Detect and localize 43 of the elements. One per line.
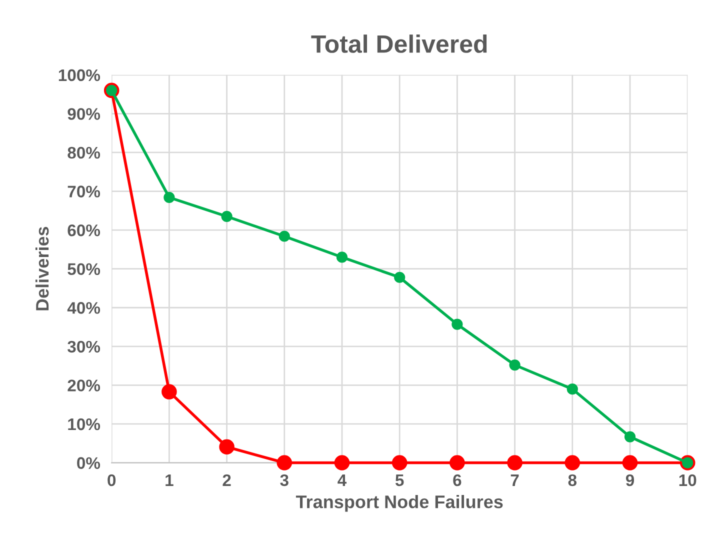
point [334, 455, 350, 470]
y-tick-label: 80% [68, 146, 100, 159]
point [164, 192, 175, 204]
x-tick-label: 8 [568, 474, 577, 486]
x-tick-label: 1 [166, 474, 174, 486]
y-tick-label: 20% [68, 380, 100, 392]
x-tick-label: 10 [679, 474, 696, 486]
x-axis-title: Transport Node Failures [296, 494, 503, 512]
y-tick-label: 100% [58, 69, 100, 82]
point [219, 439, 234, 455]
y-tick-label: 10% [68, 418, 100, 430]
y-tick-label: 0% [77, 457, 100, 469]
point [336, 252, 348, 263]
point [452, 318, 463, 330]
y-tick-label: 30% [68, 340, 100, 353]
point [507, 455, 522, 470]
point [624, 431, 636, 442]
point [276, 455, 292, 470]
y-tick-label: 70% [68, 186, 100, 198]
point [509, 359, 520, 371]
chart-title: Total Delivered [311, 34, 487, 53]
y-tick-label: 50% [68, 263, 100, 276]
x-tick-label: 9 [626, 474, 634, 486]
point [162, 384, 177, 400]
x-tick-label: 7 [510, 474, 519, 486]
point [394, 272, 406, 283]
x-tick-label: 5 [395, 474, 404, 486]
point [564, 455, 580, 470]
point [278, 230, 290, 242]
x-tick-label: 2 [222, 474, 231, 486]
y-axis-title: Deliveries [35, 226, 49, 310]
point [622, 455, 638, 470]
y-tick-label: 90% [68, 108, 100, 120]
point [450, 455, 465, 470]
y-tick-label: 40% [67, 302, 100, 314]
point [221, 210, 232, 222]
y-tick-label: 60% [68, 224, 100, 236]
x-tick-label: 4 [338, 474, 347, 486]
x-tick-label: 0 [108, 474, 116, 486]
x-tick-label: 6 [453, 474, 462, 486]
point [392, 455, 408, 470]
x-tick-label: 3 [280, 474, 288, 486]
point [566, 384, 578, 395]
